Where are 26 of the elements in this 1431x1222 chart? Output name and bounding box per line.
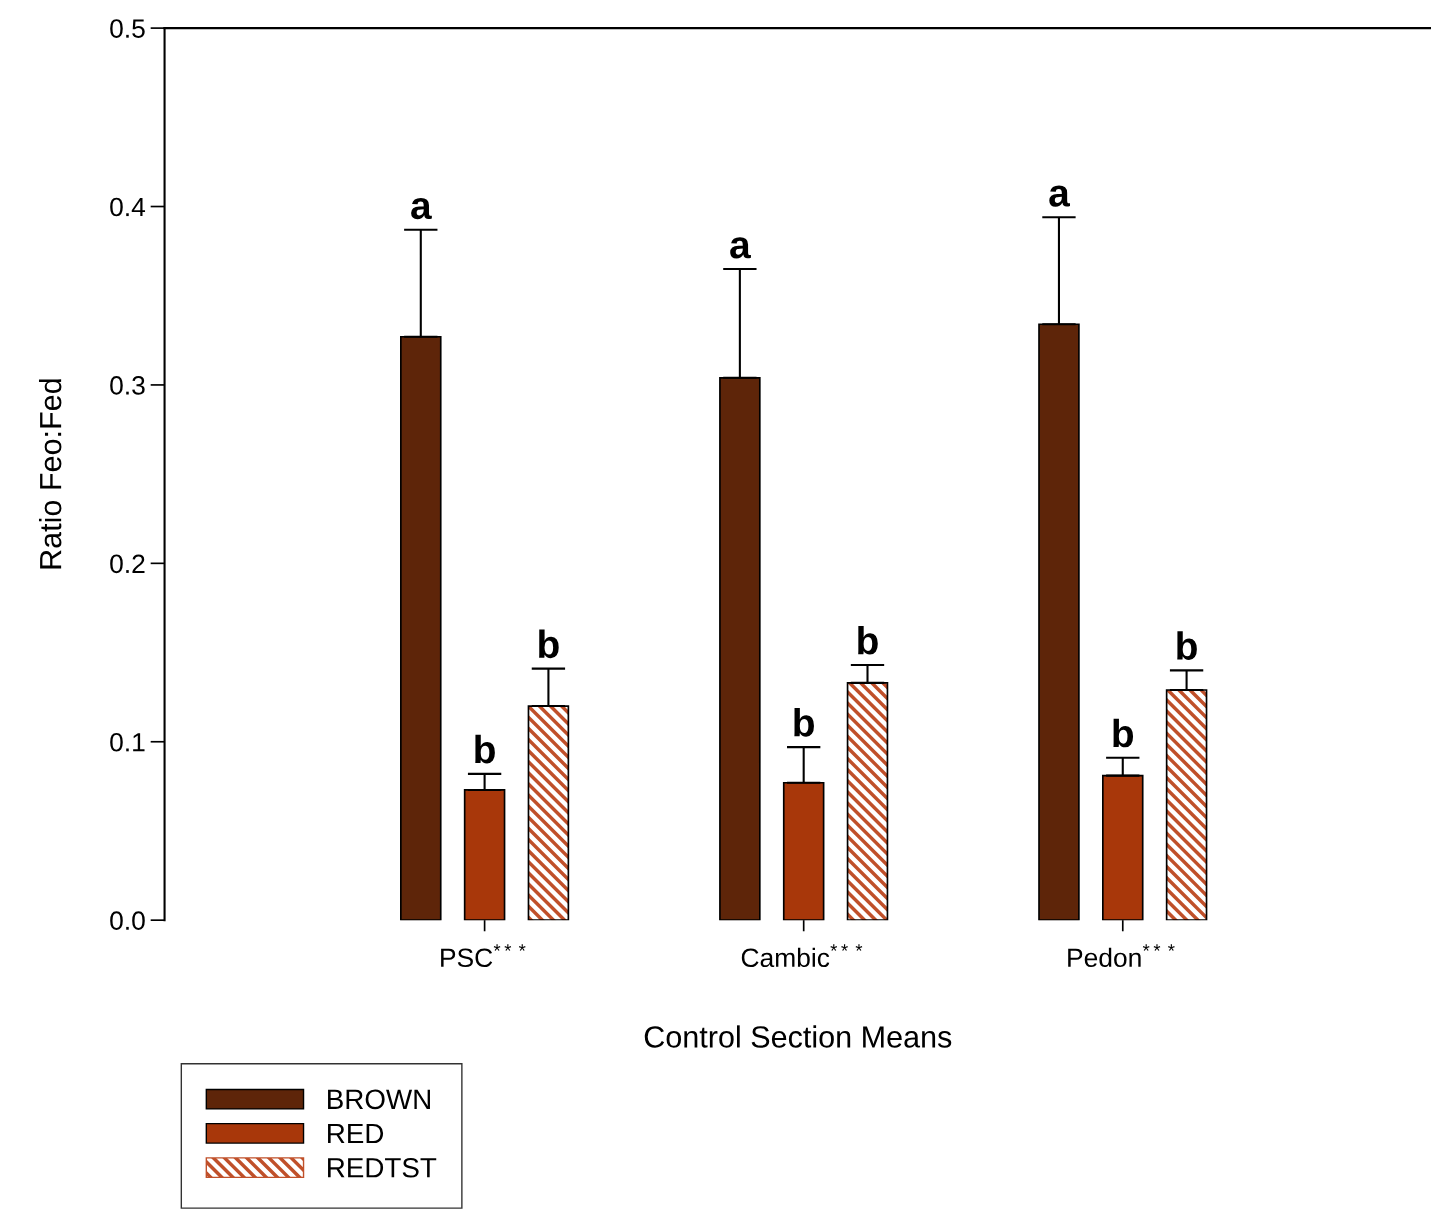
y-tick-label: 0.5 bbox=[110, 19, 145, 38]
data-label: b bbox=[1177, 631, 1197, 660]
data-label: b bbox=[1113, 718, 1134, 748]
y-tick-label: 0.1 bbox=[110, 732, 145, 752]
bar bbox=[1038, 323, 1080, 921]
data-label: a bbox=[730, 237, 751, 259]
x-tick-label: Cambic$^{***}$ bbox=[741, 944, 863, 968]
data-label: b bbox=[539, 629, 559, 659]
bar bbox=[719, 376, 761, 921]
data-label: a bbox=[411, 197, 432, 220]
y-tick-label: 0.3 bbox=[110, 376, 145, 395]
x-tick-label: PSC$^{***}$ bbox=[441, 944, 526, 968]
x-tick-label: Pedon$^{***}$ bbox=[1068, 944, 1175, 968]
data-label: b bbox=[475, 734, 495, 764]
y-axis-title: Ratio Feo:Fed bbox=[38, 379, 62, 569]
legend-label: BROWN bbox=[328, 1089, 430, 1110]
y-tick-label: 0.2 bbox=[110, 554, 145, 574]
y-tick-label: 0.4 bbox=[110, 197, 146, 217]
bar bbox=[400, 335, 442, 921]
legend-label: REDTST bbox=[328, 1157, 437, 1178]
legend-label: RED bbox=[328, 1124, 384, 1144]
data-label: b bbox=[858, 626, 878, 655]
y-tick-label: 0.0 bbox=[110, 911, 145, 930]
data-label: a bbox=[1049, 185, 1071, 207]
x-axis-title: Control Section Means bbox=[644, 1025, 952, 1048]
data-label: b bbox=[794, 708, 814, 737]
